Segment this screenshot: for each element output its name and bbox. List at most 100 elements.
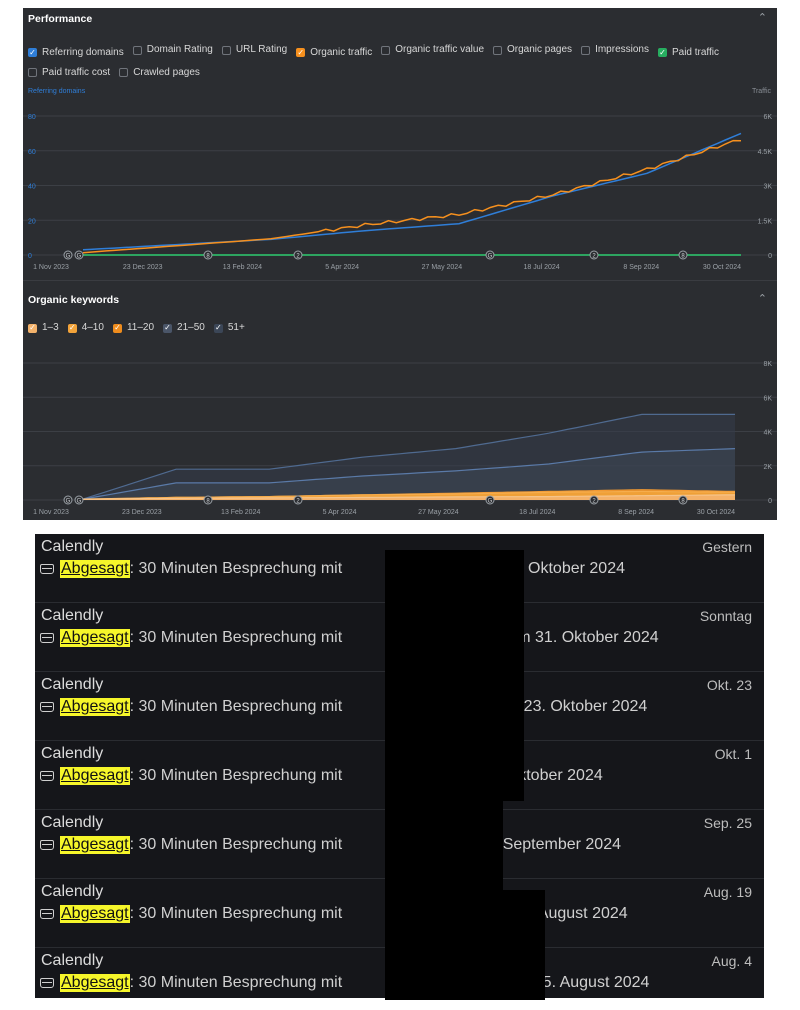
performance-legend-item[interactable]: ✓ Paid traffic: [657, 43, 719, 63]
inbox-tray-icon: [40, 564, 54, 574]
performance-legend-item[interactable]: Impressions: [581, 40, 649, 60]
subject-date-text: am 5. August 2024: [516, 974, 650, 991]
x-axis-tick: 18 Jul 2024: [519, 509, 555, 516]
annotation-marker: G: [63, 250, 73, 260]
performance-legend-item[interactable]: ✓ Organic traffic: [296, 43, 372, 63]
organic-keywords-panel: Organic keywords ⌃ ✓ 1–3 ✓ 4–10 ✓ 11–20 ✓ 21–50…: [23, 280, 777, 520]
subject-text: : 30 Minuten Besprechung mit: [129, 560, 343, 577]
highlighted-keyword: Abgesagt: [60, 905, 130, 923]
redaction-box: [385, 550, 524, 801]
performance-legend-item[interactable]: Paid traffic cost: [28, 63, 110, 83]
checkbox-icon[interactable]: ✓: [213, 323, 223, 333]
email-subject: Abgesagt: 30 Minuten Besprechung mit: [40, 629, 342, 647]
checkbox-icon[interactable]: ✓: [67, 323, 77, 333]
checkbox-icon[interactable]: ✓: [28, 47, 37, 57]
annotation-marker: G: [74, 495, 84, 505]
performance-legend-item[interactable]: Crawled pages: [119, 63, 200, 83]
checkbox-icon[interactable]: [581, 45, 591, 55]
performance-legend-label: Impressions: [595, 44, 649, 55]
marker-label: 8: [206, 254, 210, 260]
inbox-tray-icon: [40, 771, 54, 781]
checkbox-icon[interactable]: [221, 45, 231, 55]
marker-label: 2: [296, 254, 300, 260]
performance-title: Performance: [28, 13, 93, 25]
collapse-chevron-icon[interactable]: ⌃: [757, 12, 767, 24]
annotation-marker: G: [485, 250, 495, 260]
redaction-box: [385, 890, 545, 1000]
marker-label: G: [66, 499, 71, 505]
keywords-legend-label: 21–50: [177, 322, 205, 333]
performance-legend-label: Organic traffic: [310, 46, 373, 58]
performance-panel: Performance ⌃ ✓ Referring domains Domain R…: [23, 8, 777, 280]
marker-label: 8: [681, 254, 685, 260]
keywords-legend-item[interactable]: ✓ 11–20: [112, 318, 154, 338]
keywords-legend-item[interactable]: ✓ 4–10: [67, 318, 104, 338]
checkbox-icon[interactable]: [381, 45, 391, 55]
subject-text: : 30 Minuten Besprechung mit: [129, 698, 343, 715]
checkbox-icon[interactable]: ✓: [112, 323, 122, 333]
performance-legend-item[interactable]: Organic pages: [493, 40, 572, 60]
keywords-legend-item[interactable]: ✓ 51+: [213, 318, 245, 338]
marker-label: 8: [206, 499, 210, 505]
marker-label: 2: [592, 499, 596, 505]
x-axis-tick: 1 Nov 2023: [33, 264, 69, 271]
performance-legend-label: Organic pages: [507, 44, 573, 55]
email-date: Sep. 25: [703, 815, 752, 831]
email-sender: Calendly: [41, 883, 104, 900]
checkbox-icon[interactable]: [28, 68, 37, 77]
collapse-chevron-icon[interactable]: ⌃: [757, 293, 767, 305]
right-axis-tick: 2K: [763, 464, 772, 471]
keywords-chart: 8K 6K 4K 2K 0 1 Nov 2023 23 Dec 2023 13 Feb 202…: [23, 361, 777, 516]
checkbox-icon[interactable]: [132, 45, 142, 55]
series-line: [82, 132, 742, 251]
checkbox-icon[interactable]: ✓: [296, 47, 306, 57]
x-axis-tick: 5 Apr 2024: [325, 264, 359, 271]
annotation-marker: 2: [293, 495, 303, 505]
email-subject: Abgesagt: 30 Minuten Besprechung mit: [40, 836, 342, 854]
checkbox-icon[interactable]: [119, 68, 129, 77]
subject-text: : 30 Minuten Besprechung mit: [129, 905, 343, 922]
subject-date-text: j am 23. Oktober 2024: [489, 698, 648, 715]
checkbox-icon[interactable]: ✓: [657, 47, 667, 57]
right-axis-tick: 8K: [763, 361, 772, 368]
email-subject: Abgesagt: 30 Minuten Besprechung mit: [40, 767, 342, 785]
checkbox-icon[interactable]: ✓: [28, 323, 37, 333]
performance-legend: ✓ Referring domains Domain Rating URL Ratin…: [28, 40, 772, 85]
left-axis-tick: 40: [28, 184, 36, 191]
email-sender: Calendly: [41, 814, 104, 831]
highlighted-keyword: Abgesagt: [60, 560, 130, 578]
performance-legend-item[interactable]: Domain Rating: [132, 40, 213, 60]
performance-legend-item[interactable]: Organic traffic value: [381, 40, 484, 60]
performance-legend-label: Crawled pages: [133, 66, 200, 78]
checkbox-icon[interactable]: ✓: [163, 323, 173, 333]
x-axis-tick: 18 Jul 2024: [523, 264, 559, 271]
checkbox-icon[interactable]: [493, 45, 503, 55]
right-axis-tick: 6K: [763, 114, 772, 121]
email-sender: Calendly: [41, 607, 104, 624]
performance-legend-item[interactable]: ✓ Referring domains: [28, 43, 124, 63]
performance-legend-item[interactable]: URL Rating: [221, 40, 288, 60]
left-axis-label: Referring domains: [28, 88, 86, 95]
subject-text: : 30 Minuten Besprechung mit: [129, 629, 343, 646]
email-date: Sonntag: [699, 608, 752, 624]
annotation-marker: 2: [293, 250, 303, 260]
email-date: Aug. 4: [711, 953, 752, 969]
right-axis-tick: 4K: [763, 430, 772, 437]
keywords-legend-item[interactable]: ✓ 21–50: [163, 318, 205, 338]
email-row[interactable]: Calendly Aug. 4 Abgesagt: 30 Minuten Bespr…: [35, 948, 764, 998]
performance-legend-label: Domain Rating: [146, 44, 213, 55]
inbox-tray-icon: [40, 840, 54, 850]
email-row[interactable]: Calendly Aug. 19 Abgesagt: 30 Minuten Besp…: [35, 879, 764, 948]
x-axis-tick: 30 Oct 2024: [703, 264, 741, 271]
email-date: Aug. 19: [703, 884, 752, 900]
performance-legend-label: URL Rating: [235, 44, 288, 55]
series-line: [82, 139, 742, 254]
keywords-legend-item[interactable]: ✓ 1–3: [28, 318, 59, 338]
annotation-marker: G: [63, 495, 73, 505]
x-axis-tick: 13 Feb 2024: [223, 264, 262, 271]
marker-label: 2: [296, 499, 300, 505]
email-subject: Abgesagt: 30 Minuten Besprechung mit: [40, 560, 342, 578]
redaction-box: [385, 795, 503, 895]
annotation-marker: 2: [589, 250, 599, 260]
annotation-marker: G: [485, 495, 495, 505]
